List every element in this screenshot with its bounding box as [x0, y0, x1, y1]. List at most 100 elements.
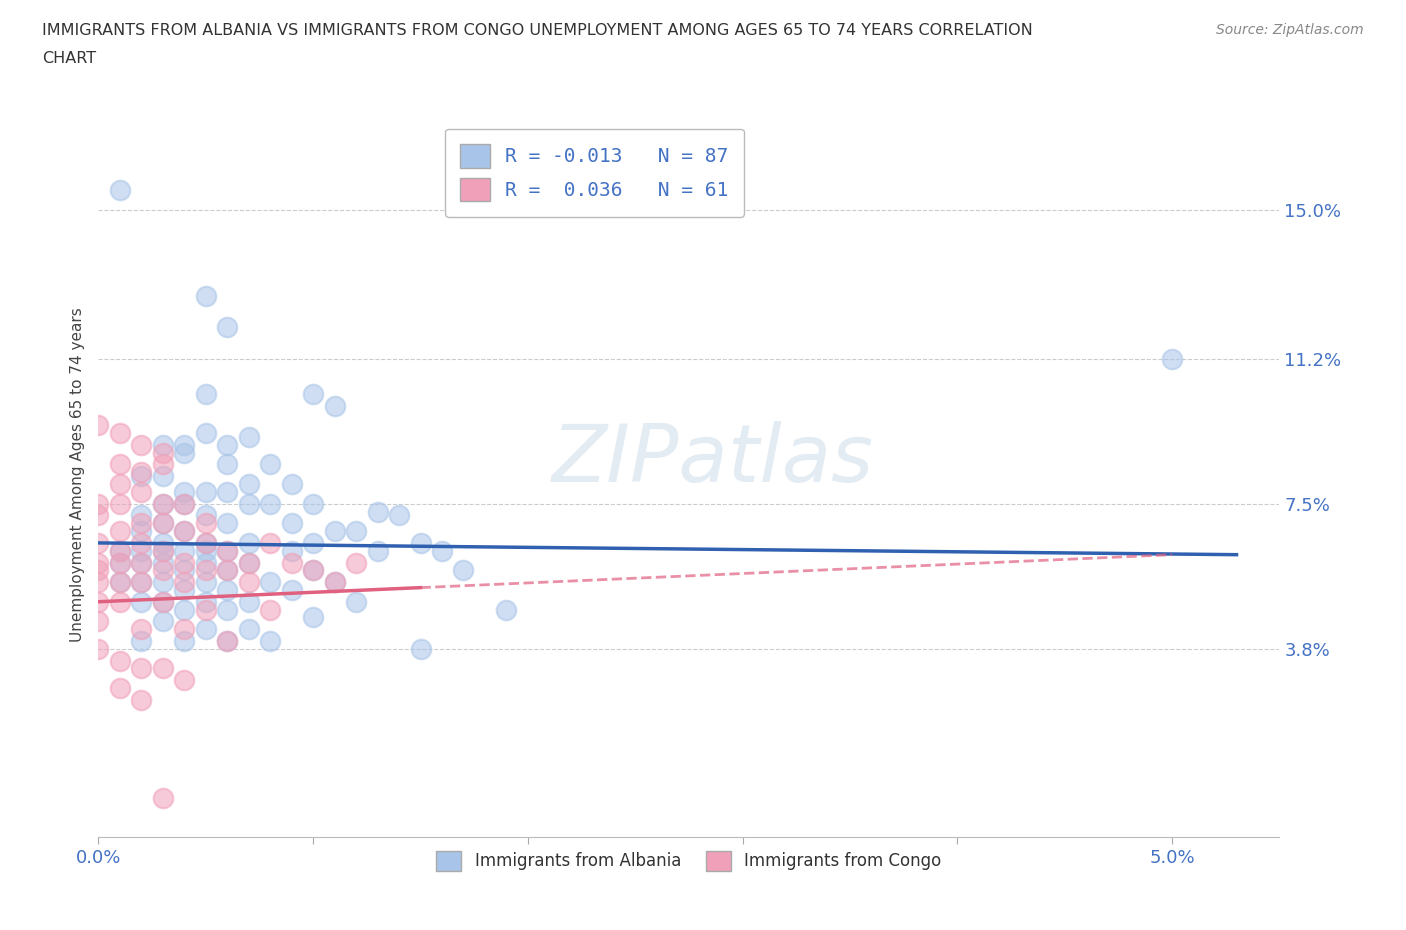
- Point: [108, 182, 131, 197]
- Point: [87, 563, 110, 578]
- Point: [280, 477, 302, 492]
- Point: [194, 426, 217, 441]
- Point: [152, 445, 174, 460]
- Point: [194, 536, 217, 551]
- Point: [302, 610, 325, 625]
- Point: [131, 692, 153, 707]
- Point: [108, 543, 131, 558]
- Point: [217, 543, 239, 558]
- Point: [238, 575, 260, 590]
- Point: [152, 469, 174, 484]
- Point: [217, 543, 239, 558]
- Point: [238, 555, 260, 570]
- Point: [173, 563, 195, 578]
- Point: [131, 633, 153, 648]
- Point: [152, 575, 174, 590]
- Point: [173, 622, 195, 637]
- Point: [152, 594, 174, 609]
- Point: [194, 485, 217, 499]
- Point: [131, 575, 153, 590]
- Point: [87, 642, 110, 657]
- Point: [152, 563, 174, 578]
- Point: [344, 524, 367, 538]
- Point: [108, 524, 131, 538]
- Point: [152, 536, 174, 551]
- Point: [108, 497, 131, 512]
- Point: [1161, 352, 1184, 366]
- Point: [238, 555, 260, 570]
- Point: [152, 497, 174, 512]
- Point: [194, 543, 217, 558]
- Point: [173, 497, 195, 512]
- Point: [194, 536, 217, 551]
- Point: [87, 418, 110, 432]
- Point: [87, 555, 110, 570]
- Point: [108, 575, 131, 590]
- Point: [217, 563, 239, 578]
- Point: [302, 387, 325, 402]
- Point: [173, 485, 195, 499]
- Point: [131, 594, 153, 609]
- Point: [302, 497, 325, 512]
- Point: [87, 536, 110, 551]
- Point: [259, 575, 281, 590]
- Point: [131, 536, 153, 551]
- Point: [259, 602, 281, 617]
- Point: [302, 563, 325, 578]
- Point: [173, 524, 195, 538]
- Point: [173, 543, 195, 558]
- Point: [344, 594, 367, 609]
- Point: [87, 614, 110, 629]
- Point: [217, 437, 239, 452]
- Point: [152, 516, 174, 531]
- Point: [217, 633, 239, 648]
- Point: [173, 582, 195, 597]
- Point: [131, 485, 153, 499]
- Point: [495, 602, 517, 617]
- Point: [217, 563, 239, 578]
- Point: [194, 288, 217, 303]
- Point: [194, 575, 217, 590]
- Point: [173, 437, 195, 452]
- Point: [323, 398, 346, 413]
- Point: [152, 437, 174, 452]
- Point: [217, 457, 239, 472]
- Point: [108, 575, 131, 590]
- Point: [108, 653, 131, 668]
- Point: [302, 536, 325, 551]
- Point: [280, 543, 302, 558]
- Point: [131, 508, 153, 523]
- Point: [152, 516, 174, 531]
- Point: [152, 543, 174, 558]
- Point: [430, 543, 453, 558]
- Point: [194, 555, 217, 570]
- Point: [238, 536, 260, 551]
- Point: [367, 543, 389, 558]
- Point: [280, 582, 302, 597]
- Point: [259, 497, 281, 512]
- Point: [87, 575, 110, 590]
- Legend: Immigrants from Albania, Immigrants from Congo: Immigrants from Albania, Immigrants from…: [427, 843, 950, 880]
- Point: [87, 497, 110, 512]
- Point: [131, 524, 153, 538]
- Point: [173, 672, 195, 687]
- Y-axis label: Unemployment Among Ages 65 to 74 years: Unemployment Among Ages 65 to 74 years: [69, 307, 84, 642]
- Point: [108, 477, 131, 492]
- Point: [238, 497, 260, 512]
- Point: [344, 555, 367, 570]
- Point: [280, 516, 302, 531]
- Point: [87, 594, 110, 609]
- Point: [131, 555, 153, 570]
- Point: [388, 508, 411, 523]
- Point: [108, 594, 131, 609]
- Point: [238, 430, 260, 445]
- Point: [217, 582, 239, 597]
- Point: [217, 633, 239, 648]
- Point: [152, 594, 174, 609]
- Point: [152, 661, 174, 676]
- Point: [173, 575, 195, 590]
- Point: [217, 485, 239, 499]
- Point: [152, 614, 174, 629]
- Point: [173, 497, 195, 512]
- Text: IMMIGRANTS FROM ALBANIA VS IMMIGRANTS FROM CONGO UNEMPLOYMENT AMONG AGES 65 TO 7: IMMIGRANTS FROM ALBANIA VS IMMIGRANTS FR…: [42, 23, 1033, 38]
